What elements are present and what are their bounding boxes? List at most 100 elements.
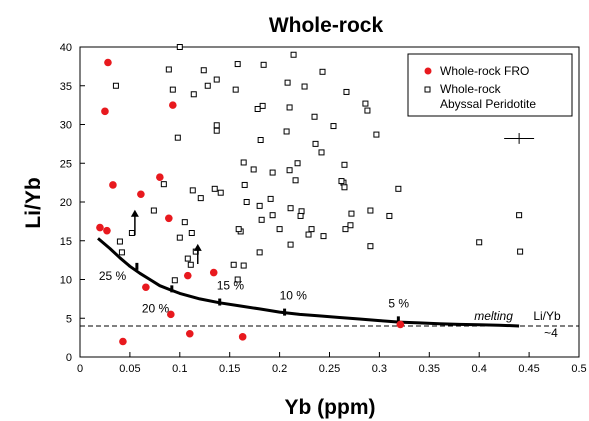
reference-line-label-1: Li/Yb xyxy=(533,309,561,323)
abyssal-peridotite-point xyxy=(116,238,123,245)
abyssal-peridotite-point xyxy=(112,82,119,89)
legend: Whole-rock FRO Whole-rock Abyssal Perido… xyxy=(407,53,573,117)
abyssal-peridotite-point xyxy=(269,212,276,219)
abyssal-peridotite-point xyxy=(200,67,207,74)
abyssal-peridotite-point xyxy=(181,219,188,226)
abyssal-peridotite-point xyxy=(211,185,218,192)
abyssal-peridotite-point xyxy=(240,159,247,166)
legend-label-abyssal: Whole-rock Abyssal Peridotite xyxy=(440,82,536,111)
abyssal-peridotite-point xyxy=(230,261,237,268)
x-tick-label: 0.4 xyxy=(472,363,487,375)
abyssal-peridotite-point xyxy=(150,207,157,214)
abyssal-peridotite-point xyxy=(362,100,369,107)
abyssal-peridotite-point xyxy=(257,137,264,143)
x-tick-label: 0.1 xyxy=(172,363,187,375)
abyssal-peridotite-point xyxy=(290,51,297,58)
x-tick-label: 0.5 xyxy=(571,363,586,375)
fro-point xyxy=(96,223,104,232)
fro-point xyxy=(137,190,145,199)
x-tick-label: 0.05 xyxy=(119,363,140,375)
x-tick-label: 0.45 xyxy=(518,363,539,375)
x-tick-label: 0.2 xyxy=(272,363,287,375)
legend-label-abyssal-line2: Abyssal Peridotite xyxy=(440,97,536,111)
abyssal-peridotite-point xyxy=(311,113,318,120)
abyssal-peridotite-point xyxy=(217,189,224,196)
y-tick-label: 25 xyxy=(60,158,72,170)
abyssal-peridotite-point xyxy=(256,249,263,256)
fro-point xyxy=(209,268,218,277)
abyssal-peridotite-point xyxy=(284,79,291,86)
fro-point xyxy=(238,333,247,341)
abyssal-peridotite-point xyxy=(330,123,337,130)
fro-point xyxy=(165,214,173,223)
abyssal-peridotite-point xyxy=(128,230,135,236)
abyssal-peridotite-point xyxy=(348,210,355,217)
abyssal-peridotite-point xyxy=(287,241,294,248)
abyssal-peridotite-point xyxy=(347,222,354,229)
abyssal-peridotite-point xyxy=(243,199,250,205)
melting-tick-label: 15 % xyxy=(217,279,245,293)
abyssal-peridotite-point xyxy=(338,178,345,185)
abyssal-peridotite-point xyxy=(189,187,196,194)
abyssal-peridotite-point xyxy=(259,102,266,109)
abyssal-peridotite-point xyxy=(301,83,308,90)
legend-box xyxy=(407,53,573,117)
y-tick-label: 20 xyxy=(60,197,72,209)
y-tick-label: 15 xyxy=(60,236,72,248)
abyssal-peridotite-point xyxy=(292,177,299,184)
abyssal-peridotite-point xyxy=(308,226,315,233)
y-tick-label: 30 xyxy=(60,120,72,132)
abyssal-peridotite-point xyxy=(386,212,393,219)
abyssal-peridotite-point xyxy=(232,86,239,93)
melting-tick-label: 20 % xyxy=(142,301,170,315)
x-tick-label: 0.25 xyxy=(319,363,340,375)
abyssal-peridotite-point xyxy=(234,276,241,283)
arrow-head xyxy=(130,209,139,217)
melting-tick-label: 25 % xyxy=(99,269,127,283)
fro-point xyxy=(183,271,192,280)
x-tick-label: 0 xyxy=(77,363,83,375)
abyssal-peridotite-point xyxy=(171,277,178,284)
abyssal-peridotite-point xyxy=(118,249,125,256)
abyssal-peridotite-point xyxy=(395,185,402,192)
fro-point xyxy=(103,226,111,235)
abyssal-peridotite-point xyxy=(341,184,348,191)
y-axis-title: Li/Yb xyxy=(22,177,45,228)
abyssal-peridotite-point xyxy=(184,255,191,262)
abyssal-peridotite-point xyxy=(213,127,220,134)
abyssal-peridotite-point xyxy=(287,205,294,212)
melting-tick-label: 10 % xyxy=(280,289,308,303)
y-tick-label: 0 xyxy=(66,352,72,364)
legend-marker-abyssal xyxy=(424,86,431,93)
plot-marks: 25 % 20 % 15 % 10 % 5 % melting xyxy=(80,44,579,346)
reference-line-label-2: ~4 xyxy=(544,326,558,340)
abyssal-peridotite-point xyxy=(260,61,267,68)
abyssal-peridotite-point xyxy=(254,106,261,112)
x-tick-label: 0.15 xyxy=(219,363,240,375)
fro-point xyxy=(185,329,194,338)
x-tick-label: 0.3 xyxy=(372,363,387,375)
abyssal-peridotite-point xyxy=(367,243,374,250)
abyssal-peridotite-point xyxy=(343,88,350,95)
abyssal-peridotite-point xyxy=(160,181,167,188)
abyssal-peridotite-point xyxy=(276,226,283,233)
abyssal-peridotite-point xyxy=(318,149,325,156)
abyssal-peridotite-point xyxy=(188,230,195,236)
abyssal-peridotite-point xyxy=(187,261,194,268)
abyssal-peridotite-point xyxy=(341,161,348,168)
fro-point xyxy=(156,173,164,181)
abyssal-peridotite-point xyxy=(476,239,483,246)
abyssal-peridotite-point xyxy=(250,166,257,173)
arrow-head xyxy=(193,243,202,251)
melting-curve xyxy=(97,237,520,328)
abyssal-peridotite-point xyxy=(165,66,172,73)
abyssal-peridotite-point xyxy=(367,207,374,214)
legend-label-fro: Whole-rock FRO xyxy=(440,64,529,78)
abyssal-peridotite-point xyxy=(373,131,380,138)
abyssal-peridotite-point xyxy=(297,212,304,219)
abyssal-peridotite-point xyxy=(294,160,301,167)
abyssal-peridotite-point xyxy=(190,91,197,98)
fro-point xyxy=(142,283,150,292)
x-axis: 0 0.05 0.1 0.15 0.2 0.25 0.3 0.35 0.4 0.45 0.5 xyxy=(77,352,587,375)
